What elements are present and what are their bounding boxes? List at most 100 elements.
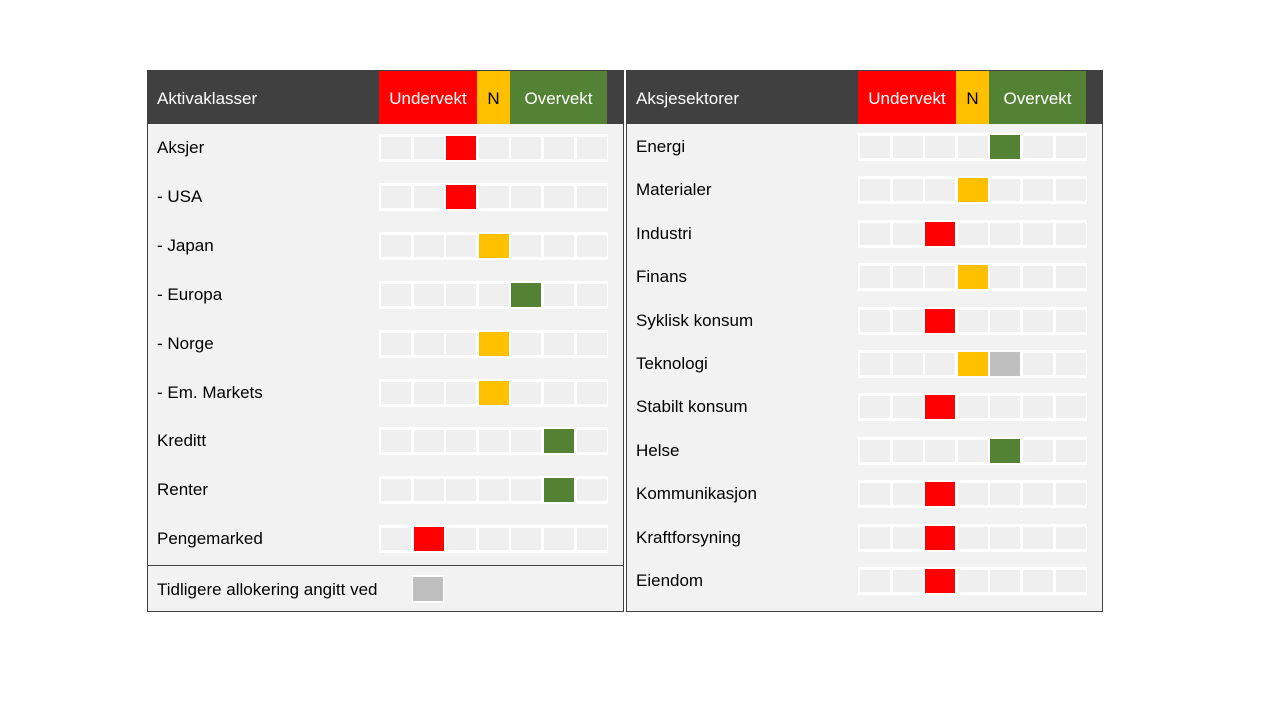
scale-cell <box>381 333 411 355</box>
scale-cell <box>577 430 607 452</box>
scale-cell <box>860 266 890 288</box>
allocation-scale <box>858 307 1087 335</box>
allocation-scale <box>379 281 608 309</box>
scale-cell <box>479 137 509 159</box>
scale-cell <box>511 479 541 501</box>
scale-cell <box>958 136 988 158</box>
scale-cell <box>414 284 444 306</box>
scale-cell <box>577 479 607 501</box>
legend-label: Tidligere allokering angitt ved <box>157 580 378 599</box>
scale-cell <box>958 396 988 418</box>
scale-cell <box>893 440 923 462</box>
allocation-scale <box>379 183 608 211</box>
allocation-marker <box>446 136 476 160</box>
allocation-marker <box>925 569 955 593</box>
scale-cell <box>1023 136 1053 158</box>
scale-cell <box>414 235 444 257</box>
scale-cell <box>577 137 607 159</box>
row-label: Renter <box>157 480 209 499</box>
scale-cell <box>990 179 1020 201</box>
scale-cell <box>958 223 988 245</box>
scale-cell <box>1023 310 1053 332</box>
scale-cell <box>381 528 411 550</box>
panel-header: Aktivaklasser Undervekt N Overvekt <box>148 71 623 124</box>
scale-cell <box>893 527 923 549</box>
panel-title: Aktivaklasser <box>157 89 258 108</box>
allocation-scale <box>379 330 608 358</box>
row-label: Aksjer <box>157 138 205 157</box>
legend-swatch <box>412 575 444 603</box>
equity-sectors-panel: Aksjesektorer Undervekt N Overvekt Energ… <box>626 70 1103 612</box>
allocation-marker <box>958 352 988 376</box>
row-label: Finans <box>636 267 688 286</box>
scale-cell <box>893 396 923 418</box>
scale-cell <box>1023 179 1053 201</box>
scale-cell <box>893 570 923 592</box>
scale-cell <box>958 310 988 332</box>
row-label: Pengemarked <box>157 529 263 548</box>
allocation-scale <box>858 437 1087 465</box>
scale-cell <box>925 136 955 158</box>
scale-cell <box>544 284 574 306</box>
scale-cell <box>577 382 607 404</box>
scale-cell <box>1056 353 1086 375</box>
allocation-scale <box>379 427 608 455</box>
allocation-scale <box>379 525 608 553</box>
row-label: - USA <box>157 187 203 206</box>
row-label: Kraftforsyning <box>636 528 741 547</box>
allocation-marker <box>925 482 955 506</box>
row-label: Kreditt <box>157 431 207 450</box>
scale-underweight-label: Undervekt <box>858 71 956 124</box>
scale-cell <box>414 186 444 208</box>
row-label: - Japan <box>157 236 214 255</box>
scale-cell <box>1023 266 1053 288</box>
allocation-scale <box>858 567 1087 595</box>
scale-cell <box>1056 570 1086 592</box>
scale-cell <box>381 284 411 306</box>
allocation-marker <box>925 222 955 246</box>
allocation-scale <box>379 476 608 504</box>
scale-cell <box>860 136 890 158</box>
allocation-marker <box>544 429 574 453</box>
allocation-scale <box>379 232 608 260</box>
scale-cell <box>577 528 607 550</box>
allocation-marker <box>479 381 509 405</box>
allocation-marker <box>511 283 541 307</box>
scale-cell <box>414 382 444 404</box>
scale-cell <box>893 483 923 505</box>
scale-underweight-label: Undervekt <box>379 71 477 124</box>
row-label: - Norge <box>157 334 214 353</box>
scale-cell <box>1023 527 1053 549</box>
scale-cell <box>1056 483 1086 505</box>
scale-cell <box>990 527 1020 549</box>
scale-cell <box>925 353 955 375</box>
panel-header: Aksjesektorer Undervekt N Overvekt <box>627 71 1102 124</box>
scale-cell <box>990 396 1020 418</box>
allocation-marker <box>925 309 955 333</box>
scale-cell <box>1023 440 1053 462</box>
allocation-scale <box>858 263 1087 291</box>
scale-cell <box>860 527 890 549</box>
scale-cell <box>860 483 890 505</box>
scale-cell <box>446 430 476 452</box>
scale-cell <box>479 430 509 452</box>
scale-cell <box>381 137 411 159</box>
allocation-marker <box>958 178 988 202</box>
scale-cell <box>511 137 541 159</box>
scale-cell <box>893 353 923 375</box>
row-label: Kommunikasjon <box>636 484 757 503</box>
scale-cell <box>925 179 955 201</box>
scale-cell <box>1056 266 1086 288</box>
scale-cell <box>1023 396 1053 418</box>
allocation-scale <box>858 524 1087 552</box>
allocation-scale <box>858 350 1087 378</box>
panel-title: Aksjesektorer <box>636 89 739 108</box>
scale-overweight-label: Overvekt <box>989 71 1086 124</box>
scale-cell <box>446 479 476 501</box>
scale-cell <box>577 235 607 257</box>
scale-overweight-label: Overvekt <box>510 71 607 124</box>
scale-cell <box>860 310 890 332</box>
row-label: Stabilt konsum <box>636 397 748 416</box>
row-label: Helse <box>636 441 680 460</box>
scale-cell <box>860 353 890 375</box>
